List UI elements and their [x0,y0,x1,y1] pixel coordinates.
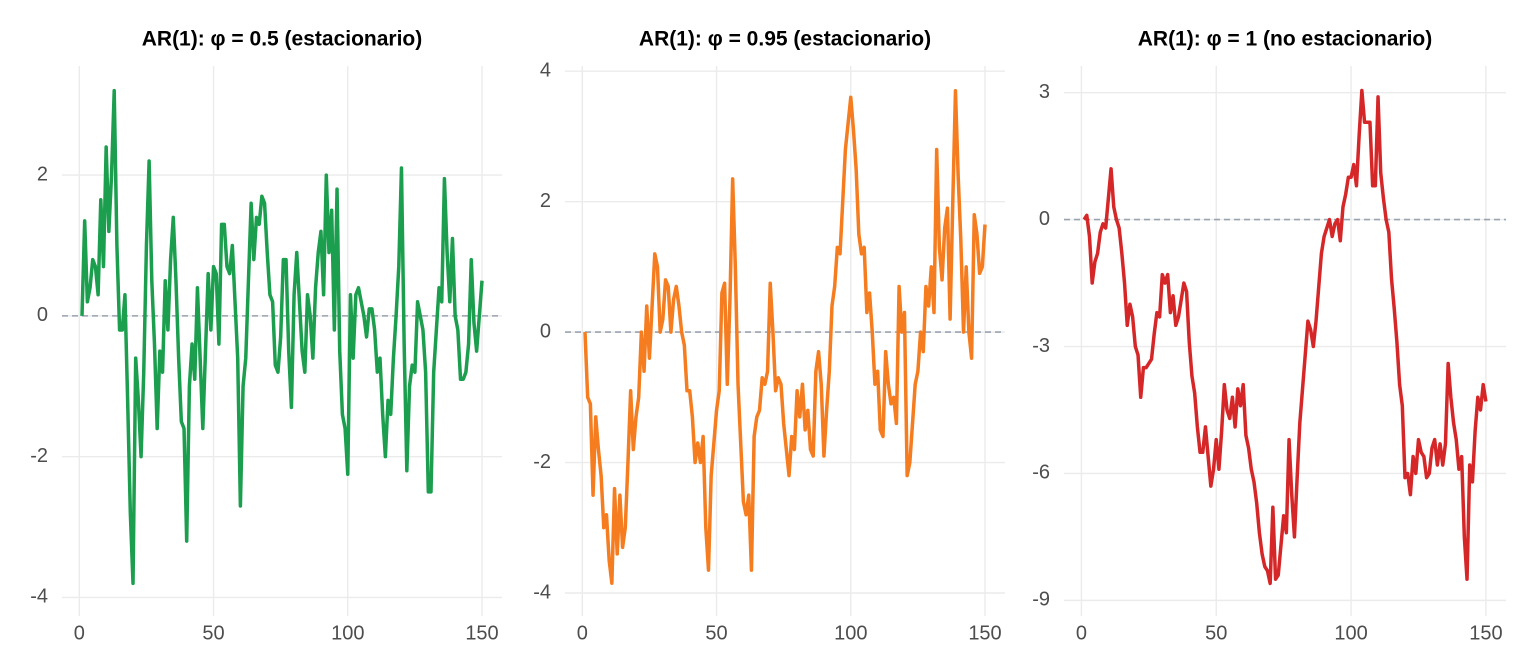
y-tick-label: -3 [1032,335,1050,357]
panel: AR(1): φ = 0.5 (estacionario) -4 -2 0 2 0 50 10… [30,28,502,644]
x-tick-label: 0 [1076,622,1087,644]
x-tick-label: 100 [834,622,867,644]
panel: AR(1): φ = 0.95 (estacionario) -4 -2 0 2 4 0 50… [533,28,1005,644]
series-line [1082,88,1488,586]
y-tick-label: 2 [540,190,551,212]
panel-title: AR(1): φ = 0.95 (estacionario) [639,28,931,51]
x-tick-label: 100 [1334,622,1367,644]
y-tick-label: 2 [37,163,48,185]
x-tick-label: 150 [465,622,498,644]
y-tick-label: -2 [30,445,48,467]
x-tick-label: 50 [705,622,727,644]
y-tick-label: -9 [1032,589,1050,611]
series-line [583,89,987,585]
x-tick-label: 50 [202,622,224,644]
x-tick-label: 150 [1469,622,1502,644]
x-tick-label: 150 [968,622,1001,644]
y-tick-label: -2 [533,451,551,473]
panel: AR(1): φ = 1 (no estacionario) -9 -6 -3 0 3 0 5… [1032,28,1506,644]
x-tick-label: 50 [1205,622,1227,644]
y-tick-label: -4 [533,581,551,603]
y-tick-label: 0 [1039,208,1050,230]
panel-title: AR(1): φ = 1 (no estacionario) [1138,28,1432,51]
y-tick-label: 0 [540,320,551,342]
y-tick-label: 4 [540,59,551,81]
y-tick-label: -4 [30,586,48,608]
series-line [80,88,484,586]
x-tick-label: 0 [577,622,588,644]
panel-title: AR(1): φ = 0.5 (estacionario) [142,28,423,51]
x-tick-label: 0 [74,622,85,644]
x-tick-label: 100 [331,622,364,644]
y-tick-label: -6 [1032,462,1050,484]
y-tick-label: 0 [37,304,48,326]
y-tick-label: 3 [1039,81,1050,103]
